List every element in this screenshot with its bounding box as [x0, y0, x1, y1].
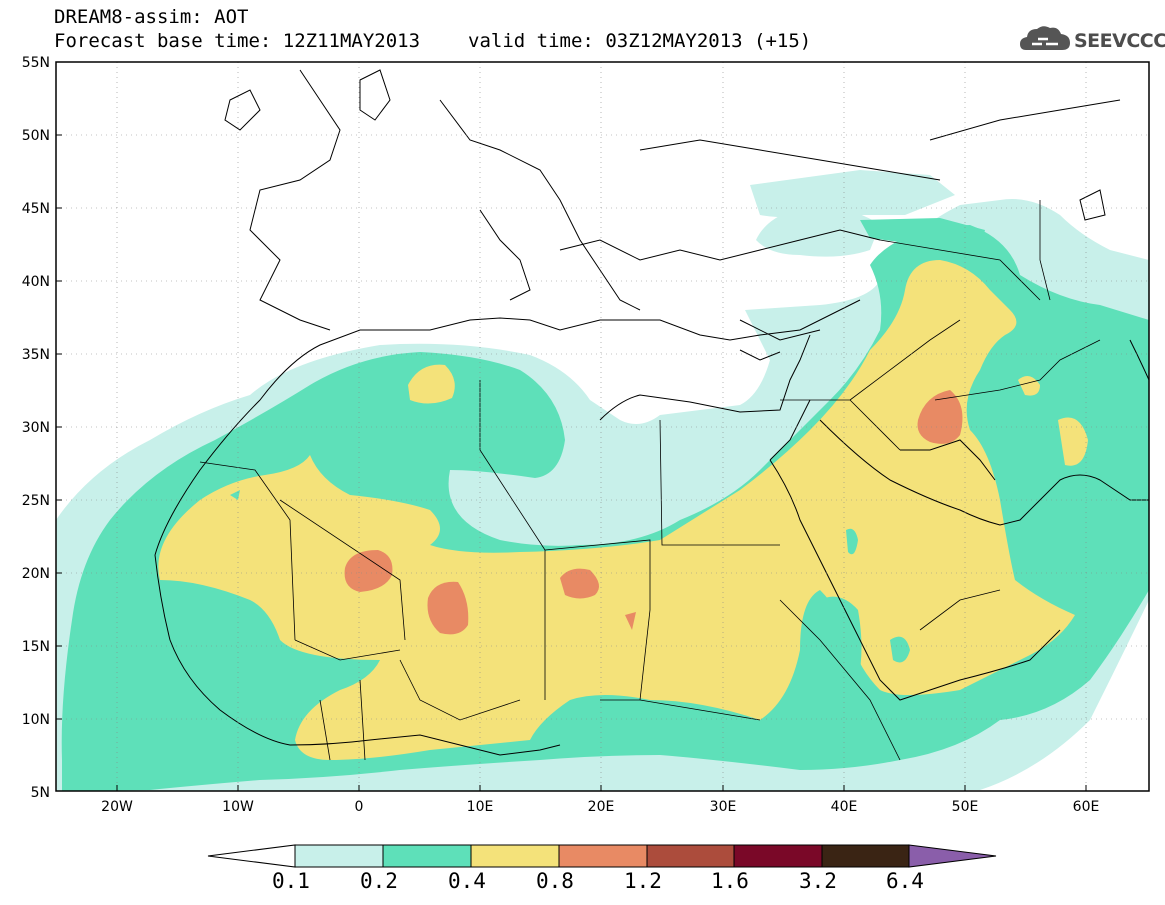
colorbar-box [821, 844, 910, 868]
lat-label: 50N [22, 128, 50, 144]
colorbar-box [646, 844, 735, 868]
map-title: DREAM8-assim: AOT [54, 6, 249, 28]
base-time-label: Forecast base time: 12Z11MAY2013 [54, 30, 421, 52]
borders [199, 200, 1101, 761]
logo-text: SEEVCCC [1074, 30, 1165, 52]
colorbar-box [294, 844, 384, 868]
coastlines [154, 69, 1149, 756]
colorbar-label: 0.2 [360, 869, 398, 893]
lon-label: 0 [355, 799, 364, 815]
lat-label: 10N [22, 712, 50, 728]
colorbar-box [733, 844, 823, 868]
lat-label: 35N [22, 347, 50, 363]
lat-label: 20N [22, 566, 50, 582]
map-subtitle: Forecast base time: 12Z11MAY2013 valid ti… [54, 30, 811, 52]
colorbar-label: 0.1 [272, 869, 310, 893]
lon-label: 10E [467, 799, 494, 815]
cloud-icon [1020, 26, 1070, 50]
lat-label: 25N [22, 493, 50, 509]
colorbar-label: 1.2 [624, 869, 662, 893]
lon-label: 20E [588, 799, 615, 815]
lat-label: 40N [22, 274, 50, 290]
lon-label: 50E [952, 799, 979, 815]
colorbar-label: 3.2 [799, 869, 837, 893]
valid-time-label: valid time: 03Z12MAY2013 (+15) [468, 30, 812, 52]
colorbar-under-triangle [207, 844, 296, 868]
lon-label: 60E [1073, 799, 1100, 815]
colorbar-box [382, 844, 472, 868]
lat-label: 15N [22, 639, 50, 655]
lon-label: 40E [831, 799, 858, 815]
colorbar-label: 0.8 [536, 869, 574, 893]
aot-band-0.4 [158, 260, 1076, 760]
colorbar-label: 6.4 [886, 869, 924, 893]
lon-label: 10W [222, 799, 254, 815]
lat-label: 45N [22, 201, 50, 217]
aot-contours [56, 170, 1149, 791]
lon-label: 20W [101, 799, 133, 815]
colorbar-over-triangle [908, 844, 997, 868]
lat-label: 5N [31, 785, 50, 801]
colorbar-box [470, 844, 560, 868]
colorbar-label: 1.6 [711, 869, 749, 893]
colorbar-box [558, 844, 648, 868]
lon-label: 30E [710, 799, 737, 815]
seevccc-logo: SEEVCCC [1018, 22, 1165, 56]
colorbar [207, 844, 997, 868]
lat-label: 30N [22, 420, 50, 436]
aot-band-0.8 [344, 550, 393, 592]
lat-label: 55N [22, 55, 50, 71]
colorbar-label: 0.4 [448, 869, 486, 893]
